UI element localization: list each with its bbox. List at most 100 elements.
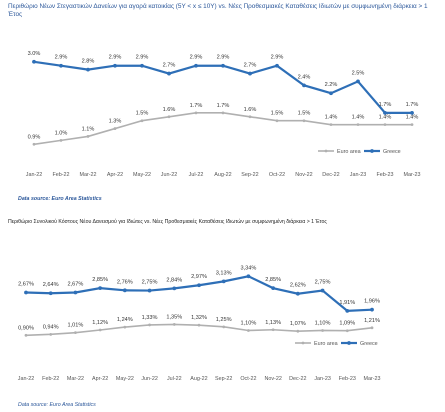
- chart1-x-tick-label: Apr-22: [107, 172, 123, 178]
- chart2-data-point: [295, 291, 300, 296]
- chart1-data-label: 2.9%: [136, 55, 149, 61]
- chart1-data-point: [410, 123, 414, 127]
- chart1-x-tick-label: Aug-22: [214, 172, 231, 178]
- chart1-data-point: [248, 115, 252, 119]
- chart1-data-label: 1.4%: [406, 115, 419, 121]
- chart2-data-label: 2,67%: [18, 282, 34, 288]
- chart1-data-label: 2.7%: [244, 63, 257, 69]
- chart2-x-tick-label: Nov-22: [264, 376, 281, 382]
- chart1-data-label: 1.4%: [352, 115, 365, 121]
- chart2-x-tick-label: Jun-22: [141, 376, 157, 382]
- chart1-data-point: [221, 63, 225, 68]
- chart2-data-point: [197, 283, 201, 288]
- chart1-data-label: 1.4%: [325, 115, 338, 121]
- chart1-data-point: [140, 63, 144, 68]
- chart2-data-point: [271, 286, 276, 291]
- chart2-data-label: 1,10%: [240, 320, 256, 326]
- chart1-x-tick-label: Oct-22: [269, 172, 285, 178]
- chart2-data-point: [345, 308, 350, 313]
- chart1-data-point: [356, 79, 360, 84]
- chart1-data-label: 2.9%: [55, 55, 68, 61]
- chart2-data-point: [98, 286, 103, 291]
- chart2-data-point: [271, 328, 275, 332]
- chart1-x-tick-label: Nov-22: [295, 172, 312, 178]
- chart1-data-label: 2.9%: [190, 55, 203, 61]
- chart1-source: Data source: Euro Area Statistics: [18, 196, 102, 202]
- chart2-data-point: [247, 329, 250, 332]
- chart2-data-label: 0,90%: [18, 325, 34, 331]
- chart1-data-label: 1.6%: [163, 107, 176, 113]
- chart1-data-label: 2.4%: [298, 74, 311, 80]
- chart2-legend-marker: [301, 341, 305, 345]
- chart1-data-point: [86, 135, 90, 138]
- chart2-data-point: [122, 288, 127, 293]
- chart2-data-point: [321, 329, 324, 332]
- chart1-data-label: 2.8%: [82, 59, 95, 65]
- chart2-x-tick-label: Oct-22: [240, 376, 256, 382]
- chart1-data-point: [329, 123, 333, 127]
- chart1-legend-marker: [370, 149, 374, 153]
- chart1-data-point: [32, 142, 36, 146]
- chart2-data-point: [74, 331, 77, 335]
- chart1-data-point: [86, 67, 90, 72]
- chart1-data-point: [248, 71, 252, 76]
- chart2-data-point: [148, 323, 151, 327]
- chart2-data-label: 1,10%: [315, 320, 331, 326]
- chart1-title: Περιθώριο Νέων Στεγαστικών Δανείων για α…: [8, 3, 428, 19]
- chart1-x-tick-label: Jan-23: [350, 172, 366, 178]
- chart2-data-label: 1,01%: [67, 323, 83, 329]
- chart1-data-point: [221, 111, 225, 115]
- chart1-data-point: [356, 123, 360, 127]
- chart1-data-label: 1.3%: [109, 119, 122, 125]
- chart1-x-tick-label: Mar-23: [403, 172, 420, 178]
- chart1-x-tick-label: Jun-22: [161, 172, 177, 178]
- chart2-data-label: 1,33%: [142, 315, 158, 321]
- chart1-data-label: 2.7%: [163, 63, 176, 69]
- chart2-data-label: 2,85%: [265, 277, 281, 283]
- chart2-x-tick-label: Sep-22: [215, 376, 232, 382]
- chart2-data-label: 2,75%: [142, 280, 158, 286]
- chart2-data-label: 2,75%: [315, 280, 331, 286]
- chart2-data-label: 1,21%: [364, 318, 380, 324]
- chart1-plot: Jan-22 Feb-22 Mar-22 Apr-22 May-22 Jun-22 Jul-…: [26, 51, 421, 178]
- chart2-data-label: 1,32%: [191, 315, 207, 321]
- chart2-data-point: [370, 326, 374, 330]
- chart2-data-point: [24, 333, 28, 337]
- chart2-data-label: 2,67%: [67, 282, 83, 288]
- chart1-x-tick-label: May-22: [133, 172, 151, 178]
- chart2-data-label: 2,84%: [166, 277, 182, 283]
- chart2-x-tick-label: Dec-22: [289, 376, 306, 382]
- chart1-series-euro-area: 0.9% 1.0% 1.1% 1.3% 1.5% 1.6% 1.7% 1.7% 1.6% 1.5%…: [28, 103, 419, 146]
- chart2-data-label: 2,62%: [290, 283, 306, 289]
- chart1-data-label: 1.7%: [406, 102, 419, 108]
- chart2-data-label: 1,96%: [364, 299, 380, 305]
- chart2-data-point: [24, 290, 28, 295]
- chart1-data-point: [194, 63, 198, 68]
- chart2-x-tick-label: May-22: [116, 376, 134, 382]
- chart1-data-label: 0.9%: [28, 134, 41, 140]
- chart2-x-tick-label: Jul-22: [167, 376, 182, 382]
- chart2-legend: Euro area Greece: [295, 341, 378, 347]
- chart2-data-label: 3,34%: [240, 265, 256, 271]
- chart2-data-point: [345, 329, 349, 333]
- chart1-data-label: 1.1%: [82, 126, 95, 132]
- chart1-data-point: [194, 111, 198, 115]
- chart1-data-point: [410, 110, 414, 115]
- chart2-legend-label: Greece: [360, 341, 378, 347]
- chart2-data-label: 2,85%: [92, 277, 108, 283]
- chart1-data-point: [383, 110, 387, 115]
- chart2-x-tick-label: Jan-23: [314, 376, 330, 382]
- chart1-legend-marker: [324, 149, 328, 153]
- chart1-data-point: [167, 71, 171, 76]
- chart1-data-label: 2.2%: [325, 82, 338, 88]
- chart2-series-greece: 2,67% 2,64% 2,67% 2,85% 2,76% 2,75% 2,84% 2,97%…: [18, 265, 380, 313]
- chart2-data-label: 1,13%: [265, 320, 281, 326]
- chart1-data-label: 1.7%: [190, 103, 203, 109]
- chart1-legend-label: Euro area: [337, 149, 361, 155]
- chart2-source: Data source: Euro Area Statistics: [18, 402, 96, 408]
- chart2-data-label: 1,09%: [339, 321, 355, 327]
- chart2-data-point: [370, 307, 374, 312]
- chart2-data-point: [172, 323, 176, 326]
